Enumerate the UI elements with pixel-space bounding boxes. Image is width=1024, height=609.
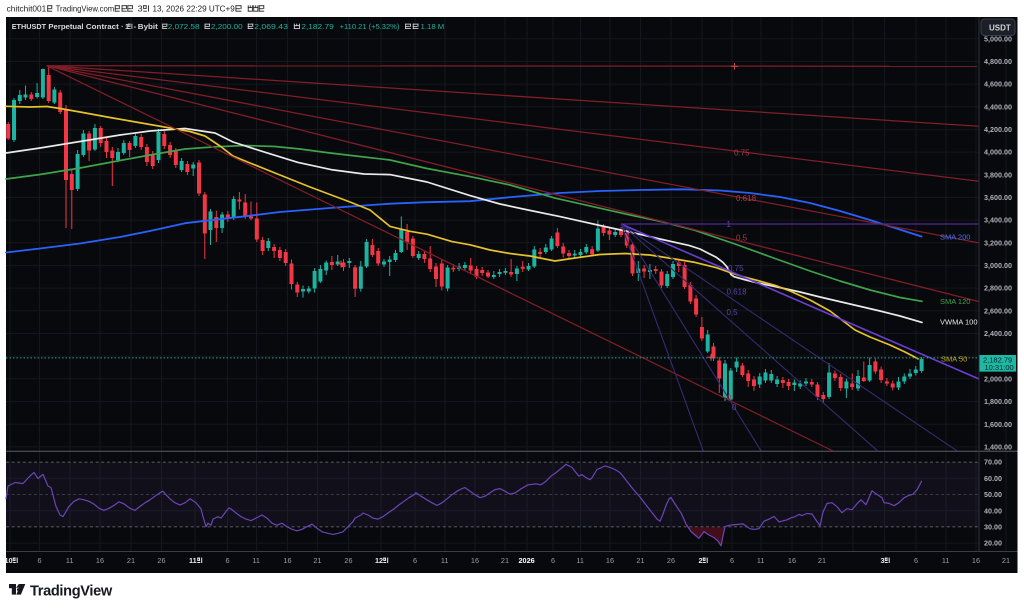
svg-text:Perpetual: Perpetual xyxy=(48,22,83,31)
svg-text:11: 11 xyxy=(576,556,584,565)
svg-text:2026: 2026 xyxy=(519,556,535,565)
svg-text:6: 6 xyxy=(413,556,417,565)
svg-text:1: 1 xyxy=(125,22,129,31)
svg-text:5,000.00: 5,000.00 xyxy=(984,34,1012,43)
svg-text:30.00: 30.00 xyxy=(984,523,1002,532)
svg-text:3,600.00: 3,600.00 xyxy=(984,193,1012,202)
svg-text:21: 21 xyxy=(127,556,135,565)
svg-text:2,200.00: 2,200.00 xyxy=(211,22,243,31)
svg-text:2,072.58: 2,072.58 xyxy=(168,22,200,31)
svg-text:3: 3 xyxy=(881,556,885,565)
svg-text:12: 12 xyxy=(375,556,383,565)
svg-text:2,069.43: 2,069.43 xyxy=(254,22,288,31)
svg-text:26: 26 xyxy=(157,556,165,565)
svg-text:2,182.79: 2,182.79 xyxy=(301,22,333,31)
svg-text:16: 16 xyxy=(606,556,614,565)
svg-text:16: 16 xyxy=(96,556,104,565)
svg-text:16: 16 xyxy=(788,556,796,565)
svg-text:0: 0 xyxy=(732,403,737,412)
svg-text:11: 11 xyxy=(189,556,197,565)
svg-text:11: 11 xyxy=(66,556,74,565)
svg-text:10: 10 xyxy=(5,556,13,565)
svg-text:·: · xyxy=(121,22,123,31)
svg-text:4,200.00: 4,200.00 xyxy=(984,125,1012,134)
svg-text:TradingView.com: TradingView.com xyxy=(56,4,115,14)
svg-text:1,800.00: 1,800.00 xyxy=(984,397,1012,406)
svg-text:TradingView: TradingView xyxy=(30,583,113,599)
svg-text:4,600.00: 4,600.00 xyxy=(984,80,1012,89)
svg-text:21: 21 xyxy=(818,556,826,565)
svg-text:6: 6 xyxy=(38,556,42,565)
svg-text:11: 11 xyxy=(252,556,260,565)
svg-text:16: 16 xyxy=(972,556,980,565)
svg-text:2,600.00: 2,600.00 xyxy=(984,306,1012,315)
svg-text:0.618: 0.618 xyxy=(727,288,748,297)
svg-text:10:31:00: 10:31:00 xyxy=(985,363,1014,372)
svg-text:SMA 200: SMA 200 xyxy=(940,232,970,241)
svg-text:0.75: 0.75 xyxy=(734,149,750,158)
svg-text:6: 6 xyxy=(226,556,230,565)
svg-text:21: 21 xyxy=(636,556,644,565)
svg-text:4,000.00: 4,000.00 xyxy=(984,148,1012,157)
svg-text:2,400.00: 2,400.00 xyxy=(984,329,1012,338)
svg-text:11: 11 xyxy=(441,556,449,565)
svg-text:0.5: 0.5 xyxy=(736,233,748,242)
svg-text:60.00: 60.00 xyxy=(984,474,1002,483)
svg-text:chitchit001: chitchit001 xyxy=(7,4,47,14)
svg-text:26: 26 xyxy=(344,556,352,565)
svg-text:2,182.79: 2,182.79 xyxy=(983,355,1012,364)
svg-text:1: 1 xyxy=(727,220,732,229)
svg-text:3,800.00: 3,800.00 xyxy=(984,170,1012,179)
svg-text:VWMA 100: VWMA 100 xyxy=(940,318,978,327)
svg-text:2,800.00: 2,800.00 xyxy=(984,284,1012,293)
svg-text:0.5: 0.5 xyxy=(727,308,739,317)
svg-text:2,000.00: 2,000.00 xyxy=(984,374,1012,383)
svg-text:4,400.00: 4,400.00 xyxy=(984,102,1012,111)
svg-text:26: 26 xyxy=(667,556,675,565)
svg-text:16: 16 xyxy=(471,556,479,565)
svg-text:6: 6 xyxy=(551,556,555,565)
svg-text:+110.21 (+5.32%): +110.21 (+5.32%) xyxy=(340,22,400,31)
svg-text:11: 11 xyxy=(942,556,950,565)
svg-text:16: 16 xyxy=(283,556,291,565)
svg-text:USDT: USDT xyxy=(989,24,1011,33)
svg-text:Bybit: Bybit xyxy=(138,22,159,31)
svg-text:50.00: 50.00 xyxy=(984,490,1002,499)
svg-text:21: 21 xyxy=(313,556,321,565)
svg-text:SMA 50: SMA 50 xyxy=(941,355,967,364)
svg-text:4,800.00: 4,800.00 xyxy=(984,57,1012,66)
svg-text:SMA 120: SMA 120 xyxy=(940,297,970,306)
svg-text:2: 2 xyxy=(699,556,703,565)
svg-text:ETHUSDT: ETHUSDT xyxy=(12,22,47,31)
svg-text:3,400.00: 3,400.00 xyxy=(984,216,1012,225)
svg-text:1.18 M: 1.18 M xyxy=(421,22,445,31)
svg-text:40.00: 40.00 xyxy=(984,506,1002,515)
svg-text:0.618: 0.618 xyxy=(736,194,757,203)
svg-text:13, 2026 22:29 UTC+9: 13, 2026 22:29 UTC+9 xyxy=(153,4,236,14)
svg-text:-: - xyxy=(134,22,137,31)
svg-text:6: 6 xyxy=(730,556,734,565)
svg-text:0.75: 0.75 xyxy=(728,264,744,273)
svg-text:0: 0 xyxy=(727,394,732,403)
svg-text:11: 11 xyxy=(757,556,765,565)
svg-text:70.00: 70.00 xyxy=(984,458,1002,467)
svg-text:21: 21 xyxy=(501,556,509,565)
svg-text:3,200.00: 3,200.00 xyxy=(984,238,1012,247)
svg-text:Contract: Contract xyxy=(86,22,120,31)
svg-text:3: 3 xyxy=(138,4,143,14)
svg-text:1,400.00: 1,400.00 xyxy=(984,443,1012,452)
svg-text:1,600.00: 1,600.00 xyxy=(984,420,1012,429)
svg-text:3,000.00: 3,000.00 xyxy=(984,261,1012,270)
svg-text:20.00: 20.00 xyxy=(984,539,1002,548)
svg-text:21: 21 xyxy=(1002,556,1010,565)
svg-text:6: 6 xyxy=(914,556,918,565)
